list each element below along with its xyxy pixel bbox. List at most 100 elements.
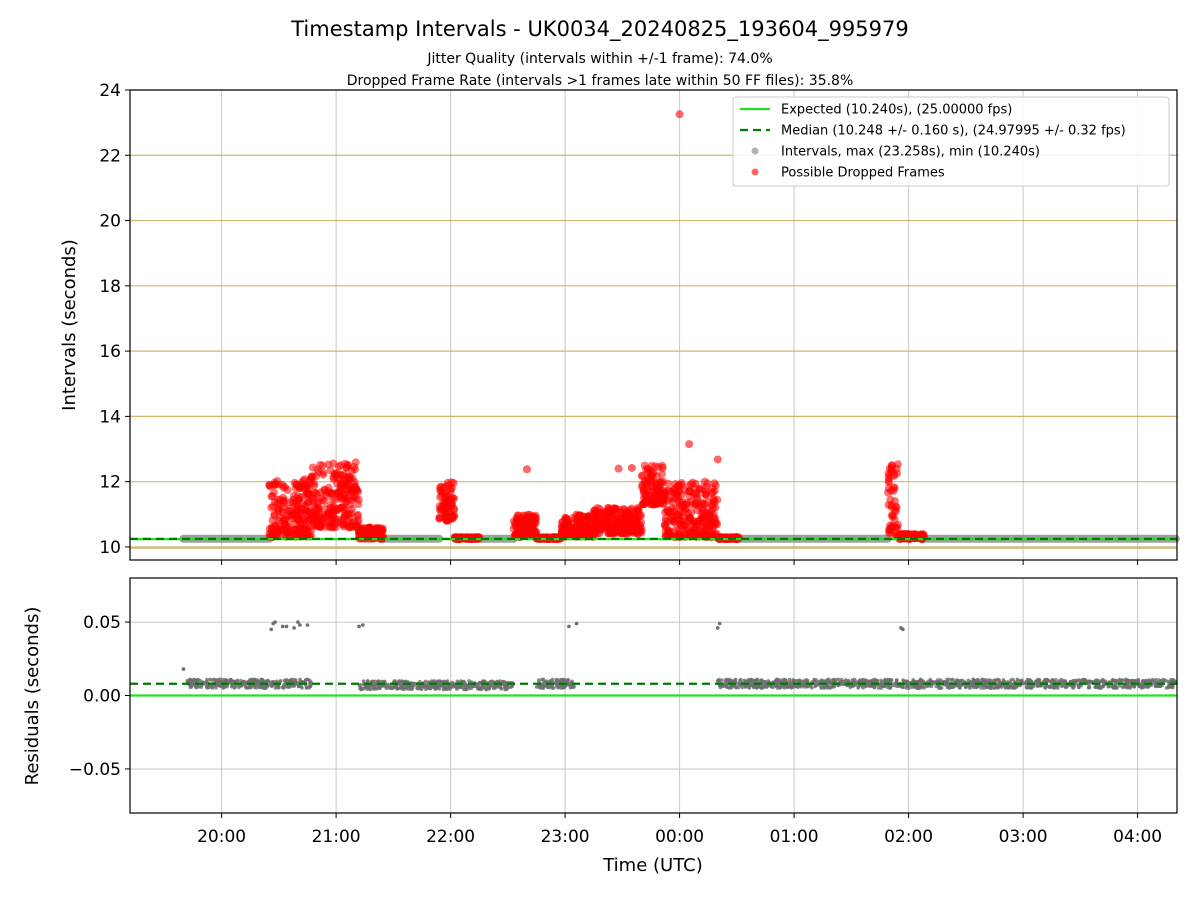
dropped-frame-point xyxy=(697,514,706,523)
intervals-y-tick-label-6: 22 xyxy=(99,146,121,166)
residual-point xyxy=(866,684,871,688)
dropped-frame-point xyxy=(642,479,651,488)
intervals-y-tick-label-3: 16 xyxy=(99,342,121,362)
residual-point xyxy=(230,684,234,689)
residual-point xyxy=(490,679,494,683)
residual-point xyxy=(275,679,279,684)
residual-point xyxy=(499,686,503,690)
residual-point xyxy=(1141,685,1146,690)
residual-point xyxy=(195,678,200,682)
intervals-y-tick-label-4: 18 xyxy=(99,277,121,297)
residual-point xyxy=(736,685,741,690)
residual-point xyxy=(422,685,426,689)
residual-outlier-16 xyxy=(901,627,905,632)
residual-point xyxy=(286,684,291,689)
dropped-frame-point xyxy=(638,472,647,481)
x-tick-label-1: 21:00 xyxy=(312,827,361,847)
legend-box xyxy=(732,96,1170,187)
residual-point xyxy=(740,685,745,690)
residual-point xyxy=(486,685,491,690)
legend-dropped-swatch xyxy=(751,168,759,176)
residual-point xyxy=(819,678,824,683)
residual-point xyxy=(915,686,920,690)
residual-point xyxy=(1036,679,1040,683)
residual-point xyxy=(403,685,408,690)
dropped-frame-point xyxy=(279,496,288,505)
residual-point xyxy=(1161,679,1165,684)
dropped-frame-point xyxy=(285,507,293,516)
residual-point xyxy=(304,678,308,682)
residual-first-point xyxy=(181,667,186,671)
dropped-frame-point xyxy=(668,516,677,525)
legend-expected-label: Expected (10.240s), (25.00000 fps) xyxy=(781,103,1012,118)
residual-point xyxy=(816,682,820,686)
dropped-frame-point xyxy=(885,464,894,473)
residual-point xyxy=(436,679,441,684)
dropped-frame-point xyxy=(693,493,702,501)
residual-point xyxy=(722,681,727,686)
dropped-frame-point xyxy=(353,510,362,519)
dropped-frame-point xyxy=(884,477,893,485)
residual-point xyxy=(357,684,362,688)
residual-point xyxy=(442,679,447,684)
dropped-frame-point xyxy=(339,481,348,490)
residual-point xyxy=(1157,678,1162,682)
dropped-frame-point xyxy=(435,514,444,523)
residual-point xyxy=(544,679,549,683)
dropped-frame-outlier-5 xyxy=(627,463,636,472)
dropped-frame-point xyxy=(351,465,359,474)
dropped-frame-point xyxy=(671,531,680,540)
intervals-frame xyxy=(129,89,1178,561)
residual-point xyxy=(554,677,559,682)
x-tick-label-6: 02:00 xyxy=(884,827,933,847)
residual-point xyxy=(951,677,955,682)
residual-point xyxy=(209,685,214,689)
residual-point xyxy=(761,681,766,686)
residual-point xyxy=(308,685,312,689)
residual-point xyxy=(373,682,378,686)
residual-point xyxy=(747,685,751,690)
residual-point xyxy=(776,678,781,683)
residual-point xyxy=(737,682,742,687)
dropped-frame-outlier-4 xyxy=(614,464,623,473)
residual-point xyxy=(1060,683,1064,687)
residuals-y-axis-label: Residuals (seconds) xyxy=(22,607,43,786)
residual-point xyxy=(416,685,421,689)
residual-point xyxy=(549,679,554,684)
residual-point xyxy=(813,684,817,689)
residual-point xyxy=(774,684,778,688)
dropped-frame-point xyxy=(320,497,329,505)
residual-point xyxy=(879,678,883,683)
residual-point xyxy=(1062,680,1066,684)
residual-point xyxy=(1095,678,1100,683)
dropped-frame-point xyxy=(690,517,698,526)
intervals-y-tick-label-2: 14 xyxy=(99,407,121,427)
residual-point xyxy=(1087,685,1091,689)
residuals-panel: 20:00 21:00 22:00 23:00 00:00 01:00 02:00 03:00… xyxy=(69,577,1178,847)
residual-point xyxy=(397,680,401,684)
residual-point xyxy=(239,678,243,683)
dropped-frame-point xyxy=(690,484,699,492)
residual-point xyxy=(866,681,870,685)
dropped-frame-point xyxy=(436,486,445,495)
residual-point xyxy=(888,686,892,690)
dropped-frame-point xyxy=(307,508,316,517)
residual-outlier-12 xyxy=(574,621,579,626)
residual-outlier-8 xyxy=(305,623,310,627)
dropped-frame-point xyxy=(708,499,717,508)
residual-point xyxy=(510,684,514,689)
residual-point xyxy=(481,685,485,690)
residual-point xyxy=(1114,679,1119,683)
residual-point xyxy=(294,681,299,685)
residual-point xyxy=(997,679,1001,683)
x-tick-label-3: 23:00 xyxy=(541,827,590,847)
dropped-frame-point xyxy=(333,470,342,479)
dropped-frame-point xyxy=(672,493,681,502)
residual-point xyxy=(223,678,228,682)
intervals-y-tick-label-0: 10 xyxy=(99,538,121,558)
residual-point xyxy=(984,678,989,682)
residual-point xyxy=(836,677,841,682)
residual-point xyxy=(444,686,448,691)
residual-point xyxy=(212,677,216,682)
residual-point xyxy=(1054,678,1058,682)
